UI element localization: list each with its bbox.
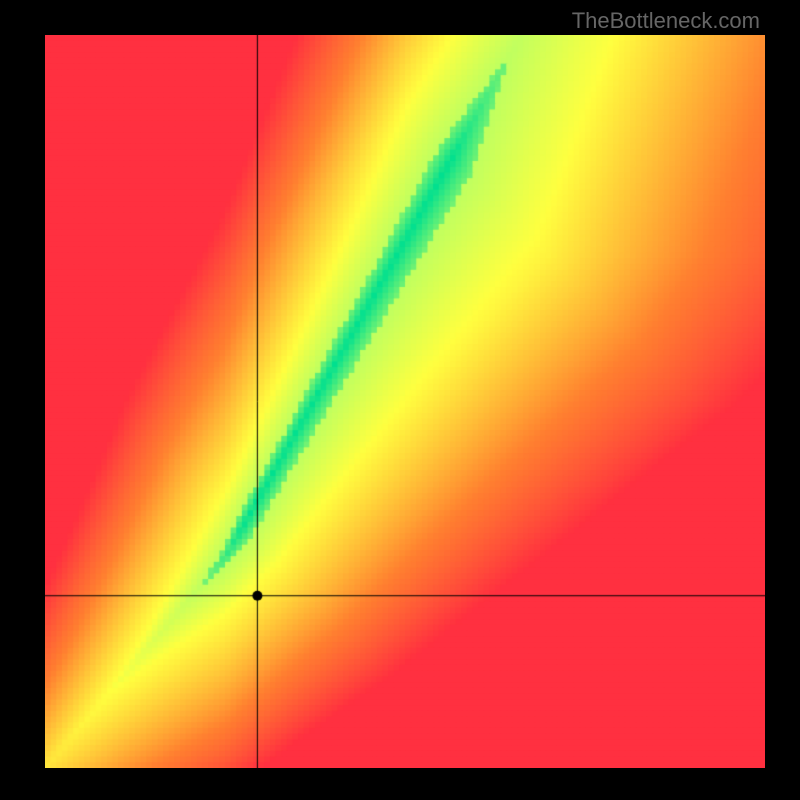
bottleneck-heatmap [45,35,765,768]
watermark-text: TheBottleneck.com [572,8,760,34]
